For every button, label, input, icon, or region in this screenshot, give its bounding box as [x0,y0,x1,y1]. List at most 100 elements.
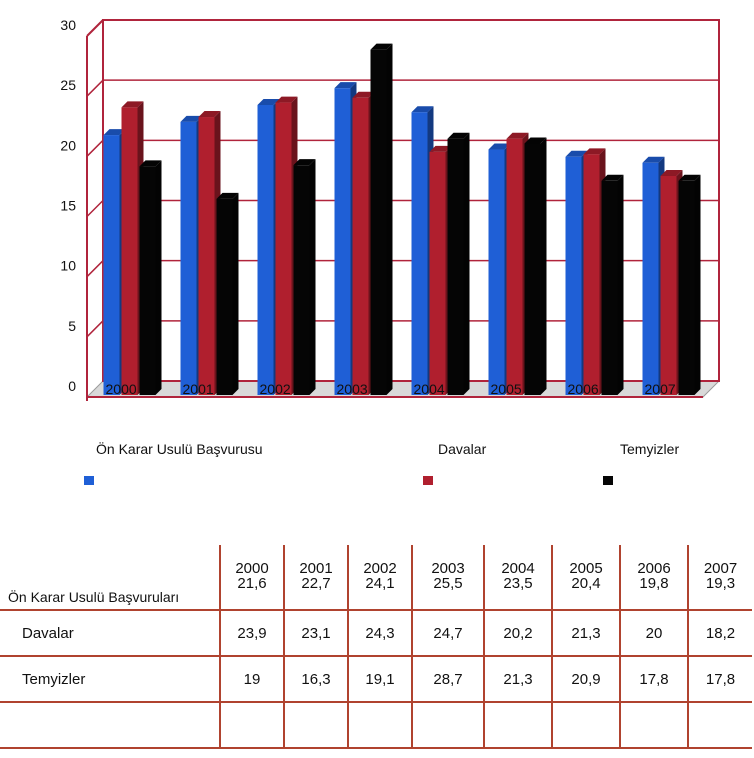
table-cell: 2007 19,3 [687,545,752,611]
bar-4-1 [429,151,446,395]
bar-7-2 [678,180,695,395]
bar-side [463,132,470,395]
bar-top [429,145,452,152]
side-gridline [86,320,104,338]
bar-top [660,169,683,176]
legend-swatch-2 [603,476,615,487]
bar-side [617,174,624,395]
bar-top [121,101,144,108]
bar-5-2 [524,143,541,395]
bar-1-0 [180,121,197,396]
table-row-empty [0,701,752,749]
side-gridline [86,199,104,218]
bar-side [155,160,162,395]
table-cell: 20 [619,609,689,657]
x-category-label: 2004 [414,381,445,397]
y-tick-label: 20 [60,137,76,153]
table-cell [687,701,752,749]
bar-side [386,43,393,395]
legend-label-0: Ön Karar Usulü Başvurusu [96,441,263,457]
y-tick-label: 10 [60,258,76,274]
x-category-label: 2006 [568,381,599,397]
bar-side [694,174,701,395]
bar-5-1 [506,138,523,395]
bar-side [540,137,547,395]
table-cell: 23,9 [219,609,285,657]
table-row-label: Davalar [0,609,221,657]
table-cell [0,701,221,749]
bar-5-0 [488,149,505,395]
bar-top [334,82,357,89]
table-cell: 19,1 [347,655,413,703]
table-cell: 21,3 [483,655,553,703]
bar-3-2 [370,49,387,395]
bar-top [488,143,511,150]
table-cell: 17,8 [687,655,752,703]
bar-top [411,106,434,113]
bar-0-0 [103,135,120,395]
data-table: Ön Karar Usulü Başvuruları 2000 21,6 2001… [0,545,752,749]
table-row-label: Ön Karar Usulü Başvuruları [0,545,221,611]
bar-side [309,159,316,395]
table-row: Davalar 23,9 23,1 24,3 24,7 20,2 21,3 20… [0,609,752,657]
bar-top [601,174,624,181]
table-cell: 16,3 [283,655,349,703]
y-tick-label: 25 [60,77,76,93]
legend-label-2: Temyizler [620,441,680,457]
table-row: Temyizler 19 16,3 19,1 28,7 21,3 20,9 17… [0,655,752,703]
x-category-label: 2005 [491,381,522,397]
table-cell: 2000 21,6 [219,545,285,611]
table-cell: 2005 20,4 [551,545,621,611]
table-cell [411,701,485,749]
table-cell: 24,7 [411,609,485,657]
table-cell [283,701,349,749]
bar-top [257,98,280,105]
bar-top [565,150,588,157]
table-cell: 24,3 [347,609,413,657]
table-cell: 20,2 [483,609,553,657]
bar-0-2 [139,166,156,395]
bar-top [139,160,162,167]
bar-3-0 [334,88,351,396]
table-cell: 2004 23,5 [483,545,553,611]
bar-4-0 [411,112,428,395]
table-cell [483,701,553,749]
table-cell: 28,7 [411,655,485,703]
table-cell: 19 [219,655,285,703]
table-cell [551,701,621,749]
table-header-row: Ön Karar Usulü Başvuruları 2000 21,6 2001… [0,545,752,611]
side-wall-top-edge [86,19,104,37]
x-category-label: 2001 [183,381,214,397]
y-tick-label: 30 [60,17,76,33]
bar-top [180,115,203,122]
table-cell: 2001 22,7 [283,545,349,611]
bar-top [506,132,529,139]
table-cell: 23,1 [283,609,349,657]
bar-6-2 [601,180,618,395]
table-cell [347,701,413,749]
table-cell: 2002 24,1 [347,545,413,611]
x-category-label: 2007 [645,381,676,397]
bar-top [370,43,393,50]
bars-layer [103,43,701,396]
legend-swatch-0 [84,476,96,487]
bar-1-1 [198,117,215,395]
data-table-container: Ön Karar Usulü Başvuruları 2000 21,6 2001… [0,545,754,758]
bar-top [216,192,239,199]
table-cell: 21,3 [551,609,621,657]
bar-7-1 [660,175,677,395]
y-tick-label: 0 [68,378,76,394]
bar-4-2 [447,138,464,395]
x-category-label: 2003 [337,381,368,397]
bar-1-2 [216,198,233,395]
bar-6-1 [583,154,600,395]
bar-2-1 [275,102,292,395]
bar-top [352,91,375,98]
side-gridline [86,79,104,97]
bar-top [447,132,470,139]
legend-label-1: Davalar [438,441,487,457]
y-axis-ticks: 0 5 10 15 20 25 30 [60,17,76,394]
bar-7-0 [642,162,659,395]
bar-side [232,192,239,395]
